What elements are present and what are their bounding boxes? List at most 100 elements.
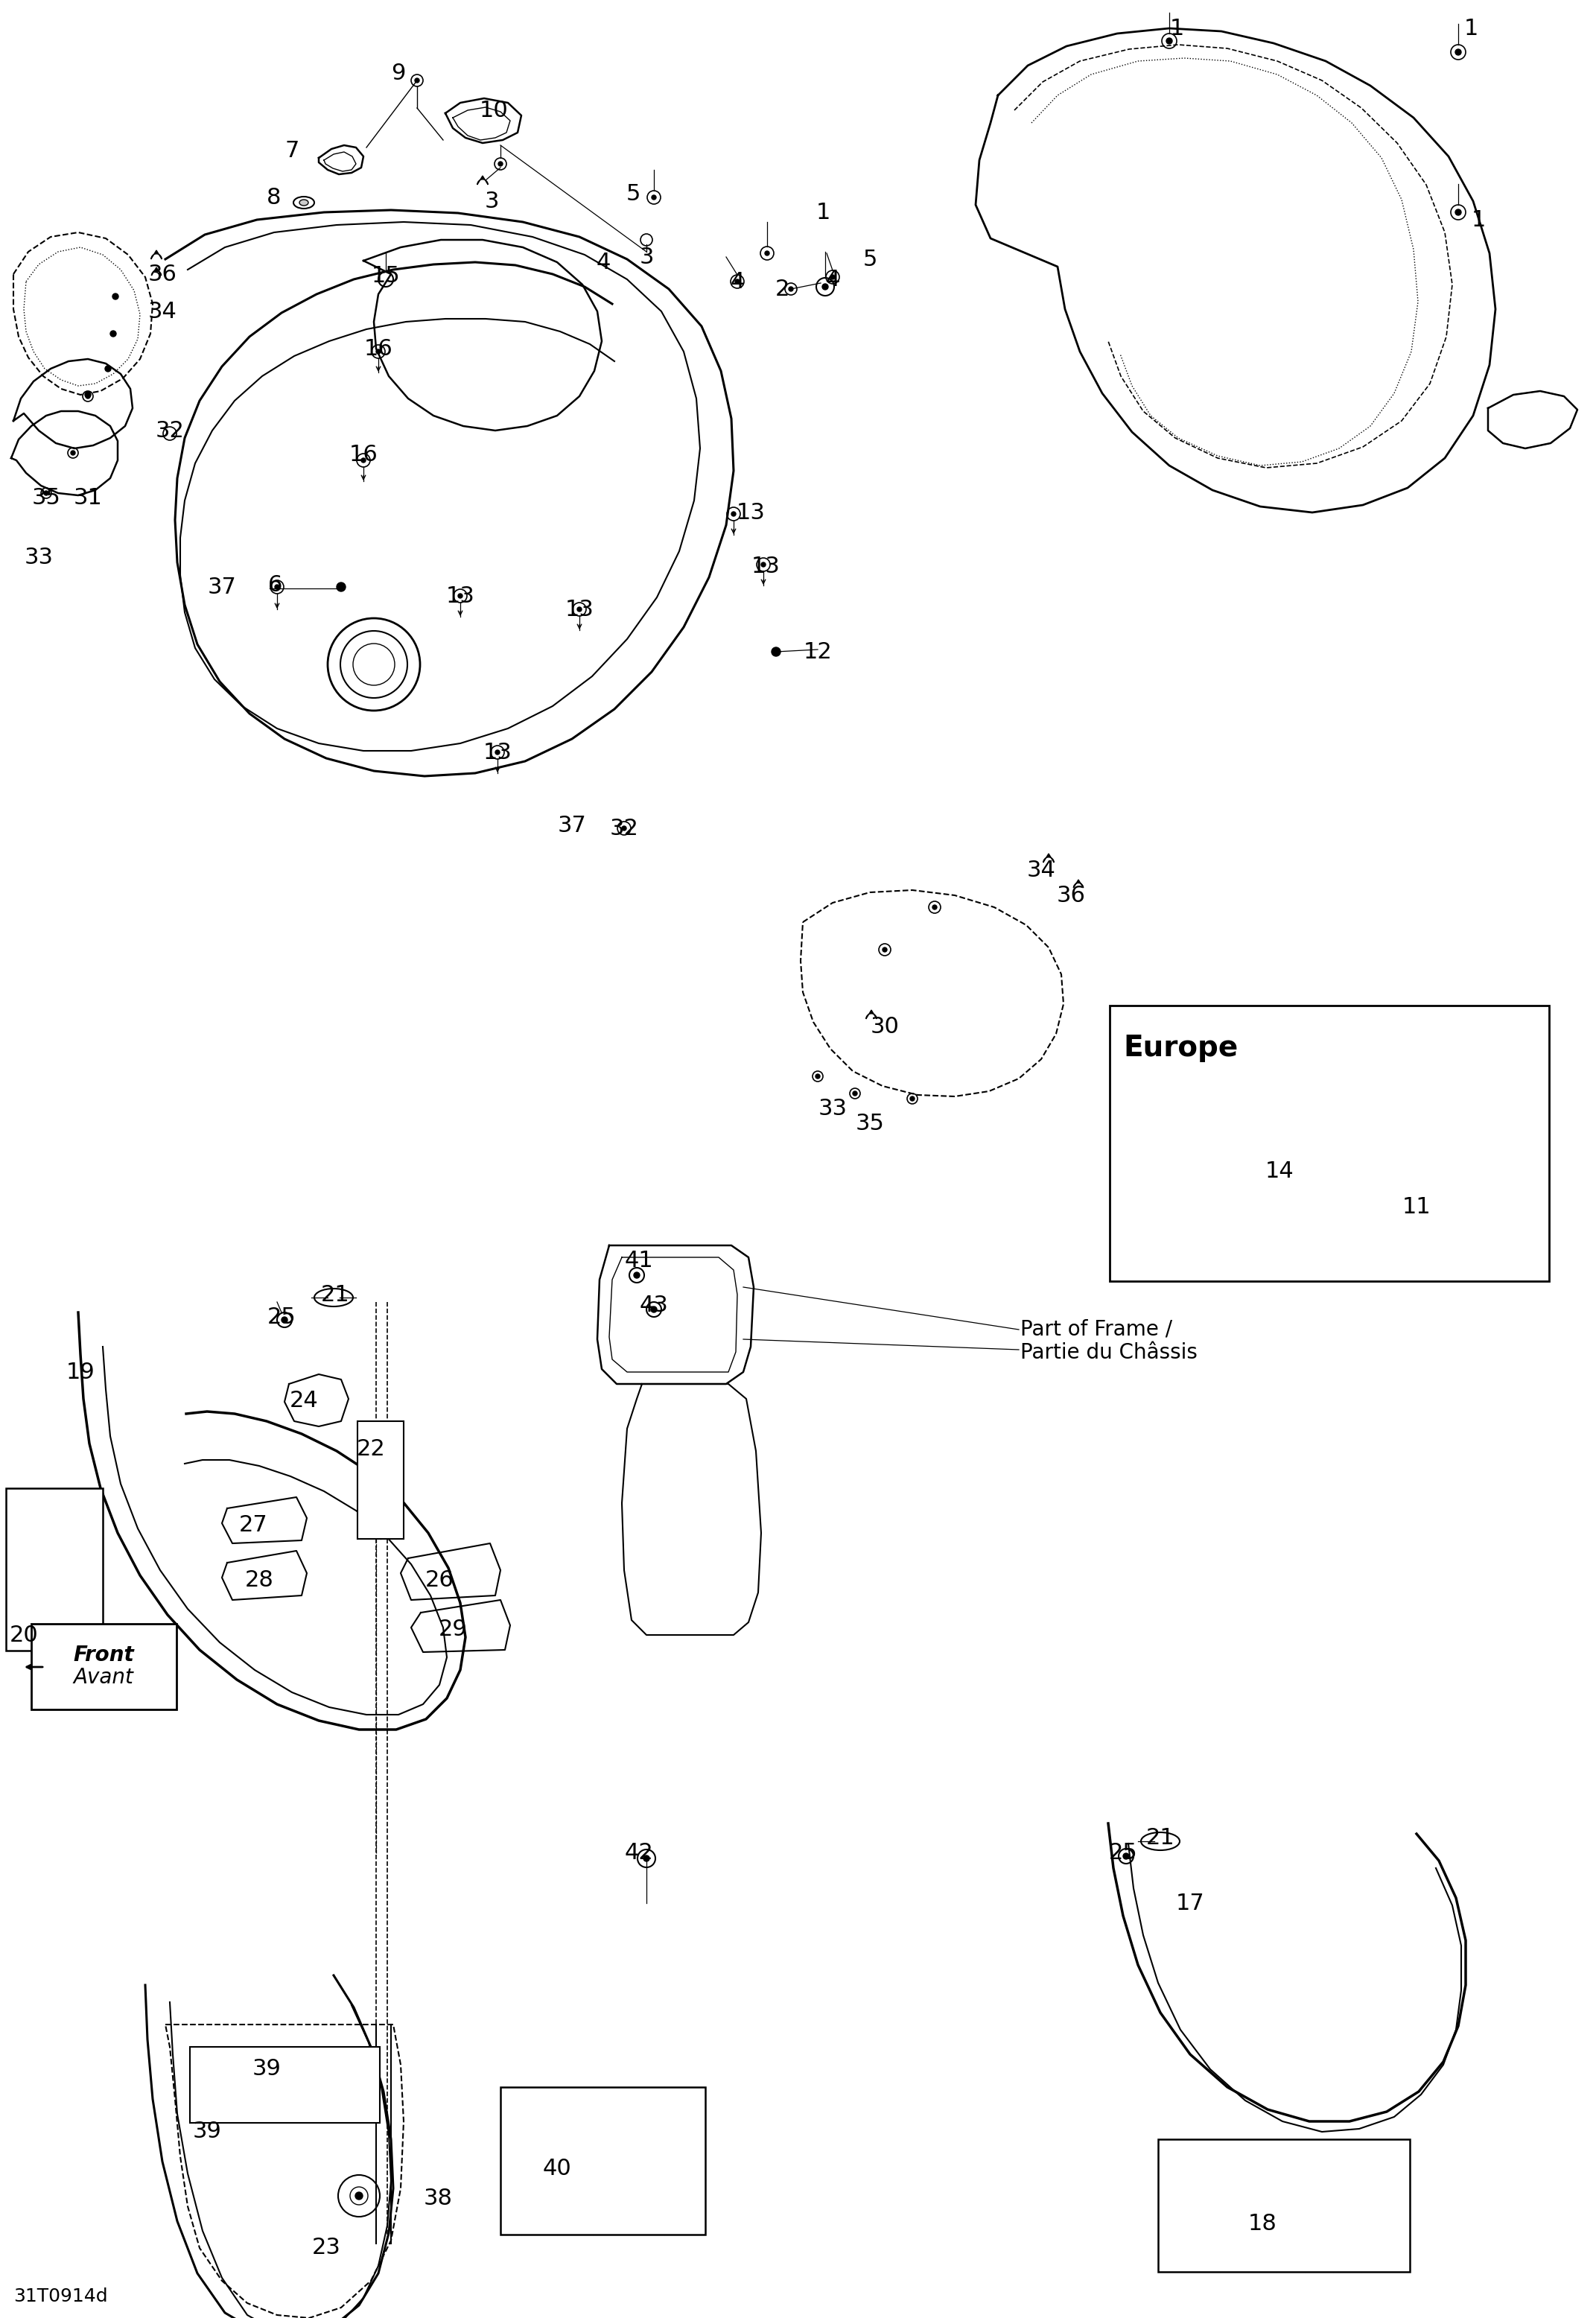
Bar — [1159, 2140, 1409, 2272]
Text: 37: 37 — [207, 577, 236, 598]
Polygon shape — [477, 176, 488, 185]
Circle shape — [275, 584, 279, 589]
Text: 3: 3 — [484, 190, 500, 211]
Text: 8: 8 — [267, 185, 281, 209]
Text: 4: 4 — [825, 269, 839, 290]
Text: 35: 35 — [855, 1113, 884, 1134]
Text: 13: 13 — [752, 556, 780, 577]
Text: 19: 19 — [65, 1361, 94, 1384]
Text: Europe: Europe — [1124, 1034, 1238, 1062]
Text: 35: 35 — [32, 487, 61, 508]
Text: 34: 34 — [148, 301, 177, 322]
Text: 13: 13 — [484, 742, 512, 763]
Text: 2: 2 — [774, 278, 788, 299]
Text: Part of Frame /
Partie du Châssis: Part of Frame / Partie du Châssis — [1020, 1319, 1197, 1363]
Text: 25: 25 — [267, 1305, 295, 1328]
Text: 1: 1 — [1464, 19, 1478, 39]
Text: 6: 6 — [268, 575, 282, 596]
Circle shape — [110, 331, 117, 336]
Text: 32: 32 — [155, 420, 184, 440]
Text: 1: 1 — [816, 202, 830, 223]
Circle shape — [1167, 37, 1171, 44]
Text: 28: 28 — [244, 1569, 273, 1592]
Text: 41: 41 — [624, 1249, 653, 1270]
Text: 10: 10 — [479, 100, 508, 121]
Text: 36: 36 — [1057, 885, 1085, 906]
Circle shape — [883, 948, 887, 953]
Circle shape — [1456, 209, 1462, 216]
Text: 5: 5 — [626, 183, 640, 204]
Bar — [358, 1421, 404, 1539]
Text: 1: 1 — [1472, 209, 1486, 229]
Text: 21: 21 — [321, 1284, 350, 1305]
Circle shape — [643, 1854, 650, 1861]
Text: 16: 16 — [364, 338, 393, 359]
Circle shape — [1124, 1852, 1128, 1859]
Text: 30: 30 — [870, 1015, 899, 1036]
Circle shape — [771, 647, 780, 656]
Circle shape — [281, 1317, 287, 1324]
Text: 13: 13 — [565, 598, 594, 621]
Text: 20: 20 — [10, 1625, 38, 1646]
Text: 31: 31 — [73, 487, 102, 508]
Text: 24: 24 — [289, 1388, 318, 1412]
Circle shape — [458, 593, 463, 598]
Text: 38: 38 — [423, 2188, 452, 2209]
Text: 14: 14 — [1266, 1159, 1294, 1182]
Bar — [6, 1488, 102, 1650]
Circle shape — [822, 283, 828, 290]
Circle shape — [498, 162, 503, 167]
Text: 34: 34 — [1026, 860, 1055, 881]
Text: 27: 27 — [239, 1514, 268, 1537]
Circle shape — [788, 287, 793, 292]
Text: 1: 1 — [1170, 19, 1184, 39]
Circle shape — [112, 294, 118, 299]
Text: 39: 39 — [252, 2058, 281, 2079]
Text: 25: 25 — [1109, 1843, 1138, 1864]
Bar — [32, 1625, 177, 1708]
Circle shape — [736, 280, 739, 283]
Circle shape — [361, 459, 365, 464]
Circle shape — [634, 1273, 640, 1277]
Circle shape — [415, 79, 420, 83]
Circle shape — [622, 825, 626, 830]
Bar — [1109, 1006, 1550, 1282]
Text: 11: 11 — [1401, 1196, 1432, 1217]
Circle shape — [337, 582, 346, 591]
Circle shape — [86, 394, 89, 399]
Circle shape — [764, 250, 769, 255]
Text: 39: 39 — [193, 2121, 222, 2142]
Polygon shape — [1044, 853, 1053, 862]
Text: Front: Front — [73, 1646, 134, 1667]
Circle shape — [377, 350, 380, 355]
Text: 5: 5 — [863, 248, 878, 269]
Text: 15: 15 — [372, 264, 401, 287]
Text: 42: 42 — [624, 1843, 653, 1864]
Circle shape — [761, 563, 766, 568]
Text: 33: 33 — [24, 547, 53, 568]
Text: 29: 29 — [439, 1618, 468, 1641]
Bar — [190, 2047, 380, 2123]
Text: 40: 40 — [543, 2158, 571, 2179]
Text: 12: 12 — [803, 642, 832, 663]
Circle shape — [578, 607, 581, 612]
Text: 37: 37 — [557, 814, 586, 837]
Circle shape — [70, 450, 75, 454]
Circle shape — [651, 195, 656, 199]
Text: Avant: Avant — [73, 1667, 134, 1688]
Polygon shape — [152, 267, 161, 276]
Text: 26: 26 — [425, 1569, 453, 1592]
Text: 31T0914d: 31T0914d — [13, 2288, 107, 2306]
Polygon shape — [1074, 879, 1084, 888]
Text: 33: 33 — [819, 1096, 847, 1120]
Circle shape — [85, 392, 91, 399]
Polygon shape — [867, 1011, 876, 1020]
Text: 36: 36 — [148, 264, 177, 285]
Circle shape — [45, 491, 48, 496]
Text: 17: 17 — [1176, 1891, 1205, 1915]
Circle shape — [910, 1096, 915, 1101]
Text: 3: 3 — [638, 246, 654, 269]
Text: 23: 23 — [311, 2237, 340, 2258]
Text: 4: 4 — [595, 250, 610, 274]
Text: 7: 7 — [284, 139, 298, 162]
